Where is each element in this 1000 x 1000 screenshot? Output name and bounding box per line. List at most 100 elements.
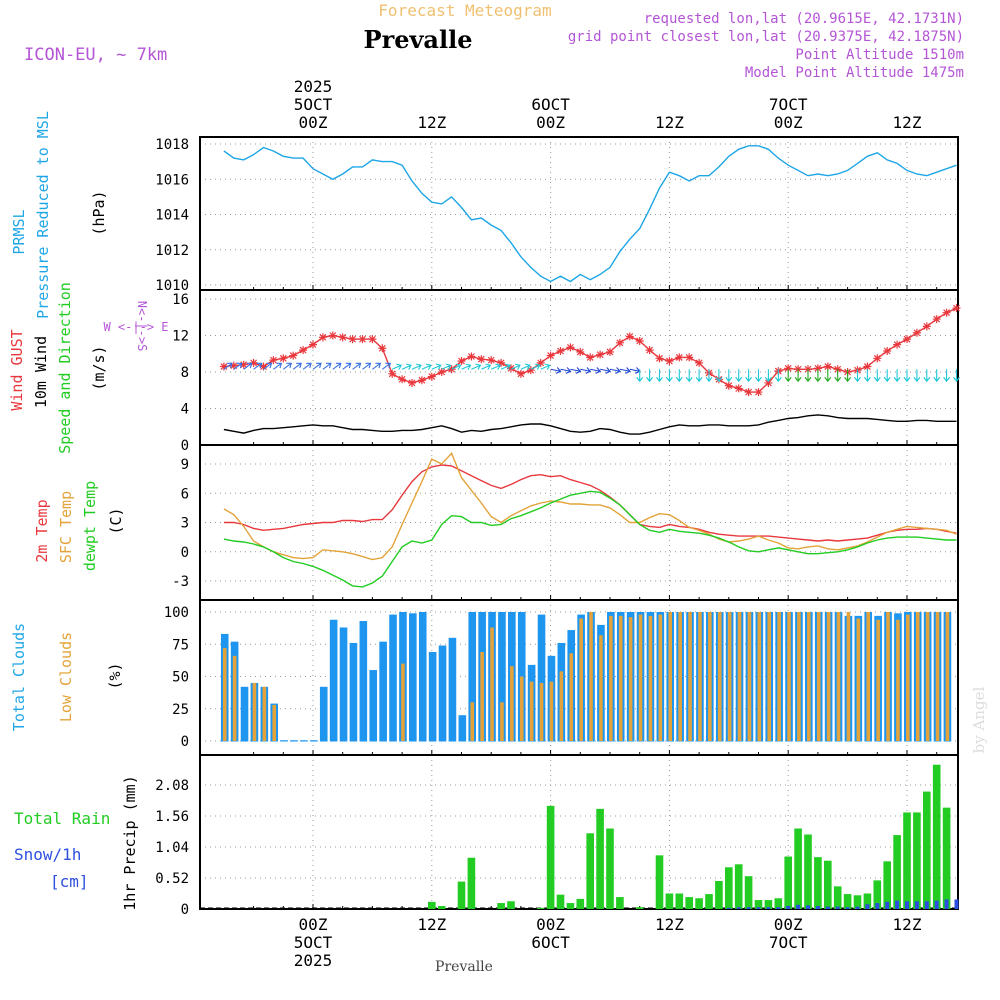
bottom-time-label: 00Z (536, 915, 565, 934)
top-time-label: 00Z (299, 113, 328, 132)
wind-direction-arrow (372, 362, 382, 370)
wind-direction-arrow (530, 363, 541, 370)
gust-point (546, 351, 555, 360)
total-cloud-bar (240, 686, 249, 742)
y-tick-label: 9 (181, 457, 189, 473)
gust-point (398, 375, 407, 384)
low-cloud-bar (569, 653, 574, 741)
gust-point (754, 388, 763, 397)
wind-direction-arrow (764, 369, 772, 383)
bottom-time-label: 12Z (655, 915, 684, 934)
snow-bar (825, 906, 830, 909)
total-cloud-bar (329, 619, 338, 742)
wind-direction-arrow (923, 369, 931, 383)
wind-direction-arrow (656, 369, 663, 383)
snow-bar (796, 904, 801, 909)
rain-bar (635, 907, 644, 909)
low-cloud-bar (559, 671, 564, 741)
wind-direction-arrow (273, 362, 283, 370)
snow-bar (954, 899, 959, 909)
gust-point (348, 335, 357, 344)
low-cloud-bar (658, 614, 663, 741)
y-tick-label: 0 (181, 734, 189, 750)
snow-bar (786, 906, 791, 909)
low-cloud-bar (589, 612, 593, 741)
snow-bar (746, 907, 751, 909)
wind-axis-labels: Wind GUST 10m Wind Speed and Direction (… (8, 282, 169, 454)
wind-direction-arrow (451, 363, 462, 370)
rain-bar (437, 906, 446, 909)
wind-direction-arrow (510, 363, 521, 370)
snow-bar (855, 906, 860, 909)
wind-direction-arrow (854, 369, 861, 383)
gust-point (338, 333, 347, 342)
low-cloud-bar (628, 617, 633, 741)
y-tick-label: 12 (172, 329, 189, 345)
total-cloud-bar (290, 740, 298, 742)
precip-unit-label: 1hr Precip (mm) (121, 775, 139, 910)
low-cloud-bar (638, 614, 643, 741)
snow-bar (815, 906, 820, 909)
y-tick-label: 0.52 (155, 871, 189, 887)
wind-direction-arrow (646, 369, 654, 383)
rain-bar (536, 907, 545, 909)
snow-bar (875, 903, 880, 909)
wind-direction-arrow (636, 369, 644, 383)
wind-direction-arrow (715, 369, 723, 383)
gust-point (427, 372, 436, 381)
rain-bar (744, 876, 753, 909)
gust-point (219, 362, 228, 371)
total-cloud-bar (498, 612, 506, 742)
sfc-temp-label: SFC Temp (57, 491, 75, 563)
low-clouds-label: Low Clouds (57, 632, 75, 722)
wind-direction-arrow (619, 367, 631, 374)
top-time-label: 00Z (536, 113, 565, 132)
gust-point (903, 335, 911, 344)
gust-point (437, 368, 446, 376)
panel-frame (199, 289, 959, 446)
wind-direction-arrow (263, 362, 273, 370)
wind-unit-label: (m/s) (90, 345, 108, 390)
gust-point (368, 335, 377, 344)
wind-direction-arrow (913, 369, 921, 383)
low-cloud-bar (609, 615, 613, 741)
total-cloud-bar (310, 740, 318, 742)
rain-bar (497, 903, 505, 909)
y-tick-label: 25 (172, 702, 189, 718)
wind-direction-arrow (824, 369, 832, 383)
gust-point (952, 304, 961, 313)
rain-bar (764, 900, 773, 909)
gust-point (883, 347, 892, 356)
snow-bar (845, 907, 850, 909)
total-cloud-bar (300, 740, 308, 742)
low-cloud-bar (668, 612, 673, 741)
rain-bar (566, 903, 575, 909)
gust-point (625, 332, 634, 341)
total-cloud-bar (458, 715, 467, 742)
low-cloud-bar (618, 615, 623, 741)
wind-direction-arrow (725, 369, 733, 383)
snow-bar (934, 900, 939, 909)
gust-point (299, 346, 308, 355)
wind-direction-arrow (421, 363, 432, 370)
panel-frame (199, 754, 959, 910)
low-cloud-bar (222, 648, 227, 741)
rain-bar (734, 864, 743, 909)
rain-bar (546, 805, 555, 909)
gridpoint-coordinates: grid point closest lon,lat (20.9375E, 42… (568, 29, 964, 45)
wind-direction-arrow (381, 362, 392, 370)
bottom-time-label: 2025 (294, 951, 333, 970)
low-cloud-bar (529, 681, 534, 741)
total-cloud-bar (379, 641, 387, 742)
y-tick-label: 1.04 (155, 840, 189, 856)
gust-point (813, 364, 822, 373)
rain-bar (576, 898, 585, 909)
wind-direction-arrow (332, 362, 342, 370)
wind-direction-arrow (302, 362, 312, 370)
rain-bar (824, 860, 832, 909)
wind-direction-arrow (804, 369, 812, 383)
precip-axis-labels: Total Rain Snow/1h [cm] 1hr Precip (mm) (14, 775, 139, 910)
wind-direction-arrow (253, 362, 263, 370)
